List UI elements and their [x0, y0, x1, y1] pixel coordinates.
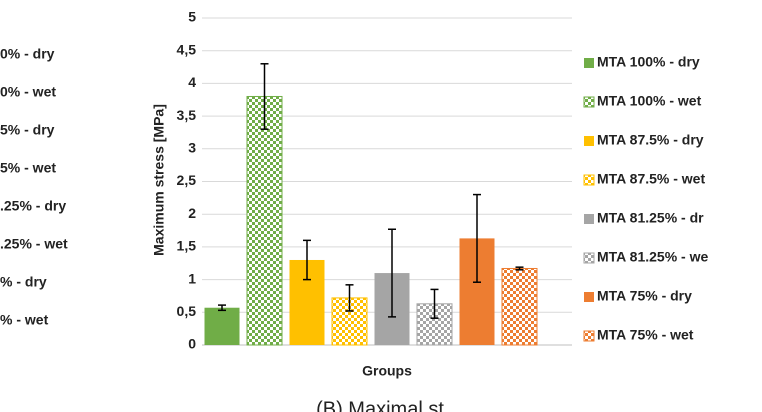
error-bar — [515, 266, 524, 271]
legend-swatch — [584, 214, 594, 224]
bar — [246, 95, 283, 346]
bar — [501, 267, 538, 346]
legend-label: MTA 75% - dry — [597, 288, 692, 304]
legend-label: MTA 100% - wet — [597, 93, 702, 109]
legend-swatch — [583, 174, 595, 186]
y-tick-label: 2 — [188, 205, 196, 221]
partial-legend-label: .25% - dry — [0, 198, 66, 214]
legend-label: MTA 87.5% - wet — [597, 171, 705, 187]
legend-label: MTA 81.25% - dr — [597, 210, 704, 226]
bar — [204, 307, 240, 345]
y-tick-label: 4 — [188, 74, 196, 90]
legend-swatch — [584, 136, 594, 146]
y-tick-label: 1 — [188, 270, 196, 286]
legend-label: MTA 75% - wet — [597, 327, 694, 343]
partial-legend-label: 0% - wet — [0, 84, 56, 100]
error-bar — [218, 304, 226, 312]
x-axis-title: Groups — [362, 363, 412, 379]
legend-label: MTA 100% - dry — [597, 54, 700, 70]
partial-legend-label: 5% - wet — [0, 160, 56, 176]
y-tick-label: 2,5 — [177, 172, 197, 188]
error-bar — [388, 228, 396, 318]
error-bar — [430, 288, 439, 319]
y-tick-label: 1,5 — [177, 238, 197, 254]
legend-swatch — [583, 96, 595, 108]
bar — [416, 303, 453, 346]
y-tick-label: 3 — [188, 140, 196, 156]
y-tick-label: 4,5 — [177, 41, 197, 57]
partial-legend-label: .25% - wet — [0, 236, 68, 252]
legend-swatch — [584, 58, 594, 68]
legend-swatch — [584, 292, 594, 302]
y-tick-label: 5 — [188, 9, 196, 25]
y-axis-title: Maximum stress [MPa] — [151, 104, 167, 256]
caption: (B) Maximal st — [316, 398, 444, 412]
legend-swatch — [583, 252, 595, 264]
y-tick-label: 0 — [188, 336, 196, 352]
legend-label: MTA 87.5% - dry — [597, 132, 704, 148]
y-tick-label: 3,5 — [177, 107, 197, 123]
partial-legend-label: % - wet — [0, 312, 49, 328]
error-bar — [260, 63, 269, 130]
partial-legend-label: 0% - dry — [0, 46, 55, 62]
y-tick-label: 0,5 — [177, 303, 197, 319]
error-bar — [303, 239, 311, 281]
partial-legend-label: 5% - dry — [0, 122, 55, 138]
error-bar — [345, 284, 354, 312]
legend-label: MTA 81.25% - we — [597, 249, 708, 265]
legend-swatch — [583, 330, 595, 342]
partial-legend-label: % - dry — [0, 274, 47, 290]
error-bar — [473, 193, 481, 283]
